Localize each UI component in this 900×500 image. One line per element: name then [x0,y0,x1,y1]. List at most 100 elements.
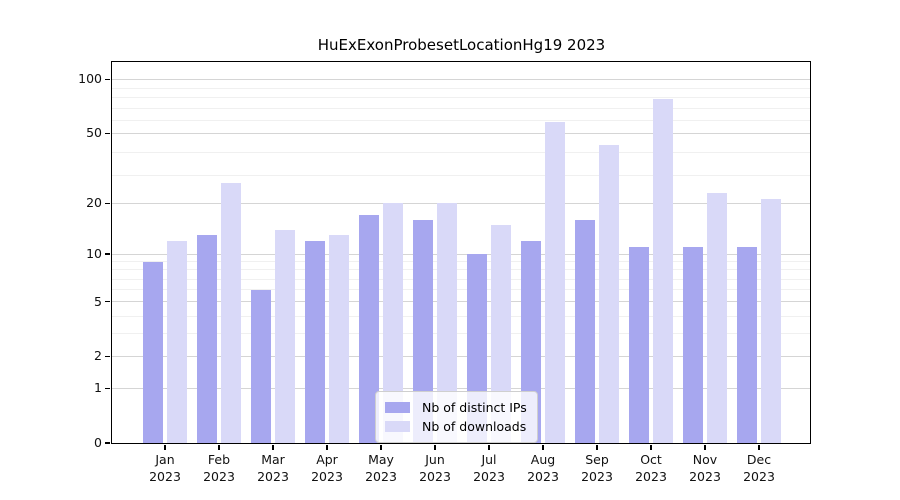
x-tick-year: 2023 [149,469,181,484]
gridline-major [112,132,810,134]
x-tick-label: Feb 2023 [191,451,247,485]
legend-item-downloads: Nb of downloads [385,417,527,436]
bar-nb-of-downloads-jan [167,240,187,443]
x-tick-year: 2023 [257,469,289,484]
x-tick-month: Mar [261,452,285,467]
y-tick-mark [105,442,110,444]
gridline-major [112,202,810,204]
gridline-minor [112,315,810,317]
gridline-major [112,387,810,389]
gridline-minor [112,107,810,109]
legend: Nb of distinct IPs Nb of downloads [375,391,538,443]
bar-nb-of-distinct-ips-sep [575,219,595,443]
x-tick-label: May 2023 [353,451,409,485]
x-tick-year: 2023 [581,469,613,484]
bar-nb-of-downloads-sep [599,144,619,443]
x-tick-label: Dec 2023 [731,451,787,485]
x-tick-mark [272,444,274,450]
gridline-minor [112,278,810,280]
y-tick-mark [105,202,110,204]
x-tick-mark [542,444,544,450]
gridline-major [112,355,810,357]
x-tick-month: Jan [155,452,175,467]
x-tick-label: Nov 2023 [677,451,733,485]
x-tick-month: Jul [481,452,497,467]
gridline-minor [112,333,810,335]
gridline-major [112,253,810,255]
x-tick-label: Oct 2023 [623,451,679,485]
x-tick-label: Sep 2023 [569,451,625,485]
x-tick-month: Aug [530,452,556,467]
gridline-major [112,301,810,303]
y-tick-label: 50 [86,125,102,141]
bar-nb-of-distinct-ips-mar [251,289,271,443]
gridline-minor [112,289,810,291]
gridline-minor [112,151,810,153]
y-tick-label: 1 [94,380,102,396]
plot-area: 100 50 20 10 5 2 1 0 Jan 2023 Feb 2023 Mar 2023 Apr 202… [78,61,811,484]
bar-nb-of-distinct-ips-may [359,215,379,443]
bar-nb-of-distinct-ips-oct [629,247,649,443]
x-tick-month: Oct [640,452,662,467]
y-tick-label: 20 [86,195,102,211]
x-tick-label: Jun 2023 [407,451,463,485]
legend-swatch-distinct-ips [385,402,410,413]
bar-nb-of-downloads-feb [221,183,241,443]
x-tick-label: Aug 2023 [515,451,571,485]
x-tick-month: Jun [425,452,445,467]
y-tick-label: 5 [94,293,102,309]
y-tick-label: 10 [86,246,102,262]
y-tick-mark [105,253,110,255]
y-tick-label: 100 [78,71,102,87]
x-tick-mark [164,444,166,450]
y-tick-mark [105,78,110,81]
x-tick-month: May [368,452,394,467]
y-tick-mark [105,301,110,303]
bar-nb-of-downloads-mar [275,229,295,443]
legend-label-distinct-ips: Nb of distinct IPs [422,400,527,415]
x-tick-year: 2023 [689,469,721,484]
x-tick-mark [380,444,382,450]
x-tick-year: 2023 [203,469,235,484]
gridline-minor [112,269,810,271]
x-tick-mark [650,444,652,450]
gridline-minor [112,174,810,176]
bar-nb-of-downloads-oct [653,98,673,443]
gridline-major [112,78,810,80]
x-tick-year: 2023 [743,469,775,484]
x-tick-month: Feb [207,452,231,467]
x-tick-mark [488,444,490,450]
bar-nb-of-downloads-nov [707,192,727,443]
gridline-minor [112,97,810,99]
bar-nb-of-downloads-dec [761,199,781,443]
bar-nb-of-distinct-ips-jan [143,261,163,443]
bar-nb-of-distinct-ips-jun [413,219,433,443]
bar-nb-of-distinct-ips-apr [305,240,325,443]
x-tick-year: 2023 [311,469,343,484]
gridline-minor [112,119,810,121]
x-tick-label: Mar 2023 [245,451,301,485]
y-tick-mark [105,132,110,134]
x-tick-month: Apr [316,452,338,467]
x-tick-mark [434,444,436,450]
bar-nb-of-distinct-ips-nov [683,247,703,443]
x-tick-year: 2023 [419,469,451,484]
legend-swatch-downloads [385,421,410,432]
x-tick-year: 2023 [527,469,559,484]
legend-item-distinct-ips: Nb of distinct IPs [385,398,527,417]
chart-title: HuExExonProbesetLocationHg19 2023 [317,36,606,54]
y-tick-mark [105,355,110,358]
bar-nb-of-downloads-may [383,203,403,443]
x-tick-mark [326,444,328,450]
x-tick-mark [596,444,598,450]
x-tick-month: Dec [746,452,772,467]
bar-nb-of-downloads-aug [545,121,565,443]
x-tick-year: 2023 [473,469,505,484]
x-tick-label: Jul 2023 [461,451,517,485]
gridline-minor [112,88,810,89]
y-tick-label: 2 [94,348,102,364]
x-tick-label: Jan 2023 [137,451,193,485]
y-tick-mark [105,387,110,390]
bar-nb-of-distinct-ips-feb [197,235,217,443]
